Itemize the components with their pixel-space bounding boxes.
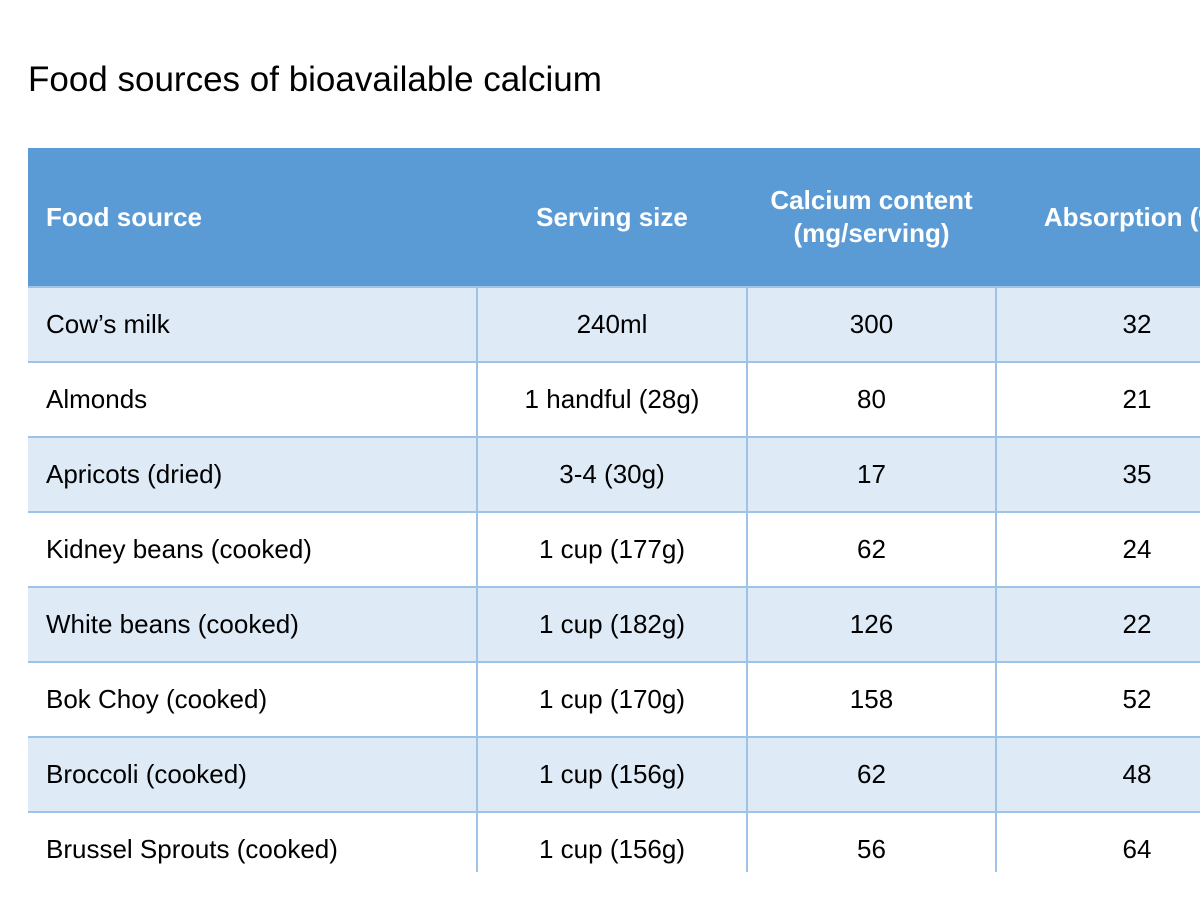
table-cell: 1 cup (170g) xyxy=(476,661,748,738)
table-cell: 24 xyxy=(995,511,1200,588)
table-cell: Broccoli (cooked) xyxy=(28,736,478,813)
table-cell: 56 xyxy=(746,811,997,872)
header-row: Food source Serving size Calcium content (… xyxy=(28,148,1200,287)
table-cell: 158 xyxy=(746,661,997,738)
table-cell: 52 xyxy=(995,661,1200,738)
table-cell: 1 cup (156g) xyxy=(476,811,748,872)
table-body: Cow’s milk 240ml 300 32 Almonds 1 handful (28… xyxy=(28,286,1200,872)
table-cell: 1 handful (28g) xyxy=(476,361,748,438)
calcium-table: Food source Serving size Calcium content (… xyxy=(28,148,1200,872)
table-row: Broccoli (cooked) 1 cup (156g) 62 48 xyxy=(28,736,1200,813)
table-row: Kidney beans (cooked) 1 cup (177g) 62 24 xyxy=(28,511,1200,588)
table-cell: 35 xyxy=(995,436,1200,513)
table-row: Brussel Sprouts (cooked) 1 cup (156g) 56 64 xyxy=(28,811,1200,872)
table-cell: Brussel Sprouts (cooked) xyxy=(28,811,478,872)
table-cell: White beans (cooked) xyxy=(28,586,478,663)
table-row: Cow’s milk 240ml 300 32 xyxy=(28,286,1200,363)
table-cell: 126 xyxy=(746,586,997,663)
table-cell: 1 cup (156g) xyxy=(476,736,748,813)
column-header: Food source xyxy=(28,148,477,287)
table-cell: 62 xyxy=(746,736,997,813)
table-cell: 21 xyxy=(995,361,1200,438)
table-cell: 1 cup (177g) xyxy=(476,511,748,588)
table-cell: Apricots (dried) xyxy=(28,436,478,513)
table-row: Apricots (dried) 3-4 (30g) 17 35 xyxy=(28,436,1200,513)
column-header: Calcium content (mg/serving) xyxy=(747,148,996,287)
table-cell: 48 xyxy=(995,736,1200,813)
table-cell: 62 xyxy=(746,511,997,588)
table-container: Food source Serving size Calcium content (… xyxy=(28,148,1200,872)
table-cell: Kidney beans (cooked) xyxy=(28,511,478,588)
column-header: Serving size xyxy=(477,148,747,287)
column-header: Absorption (%) xyxy=(996,148,1200,287)
table-cell: 22 xyxy=(995,586,1200,663)
table-cell: 64 xyxy=(995,811,1200,872)
table-row: Almonds 1 handful (28g) 80 21 xyxy=(28,361,1200,438)
page-title: Food sources of bioavailable calcium xyxy=(28,60,602,99)
table-cell: Almonds xyxy=(28,361,478,438)
table-cell: 32 xyxy=(995,286,1200,363)
table-cell: Cow’s milk xyxy=(28,286,478,363)
table-cell: 17 xyxy=(746,436,997,513)
table-cell: 1 cup (182g) xyxy=(476,586,748,663)
table-cell: 3-4 (30g) xyxy=(476,436,748,513)
table-cell: 240ml xyxy=(476,286,748,363)
table-row: Bok Choy (cooked) 1 cup (170g) 158 52 xyxy=(28,661,1200,738)
table-cell: 80 xyxy=(746,361,997,438)
table-cell: 300 xyxy=(746,286,997,363)
table-row: White beans (cooked) 1 cup (182g) 126 22 xyxy=(28,586,1200,663)
table-cell: Bok Choy (cooked) xyxy=(28,661,478,738)
